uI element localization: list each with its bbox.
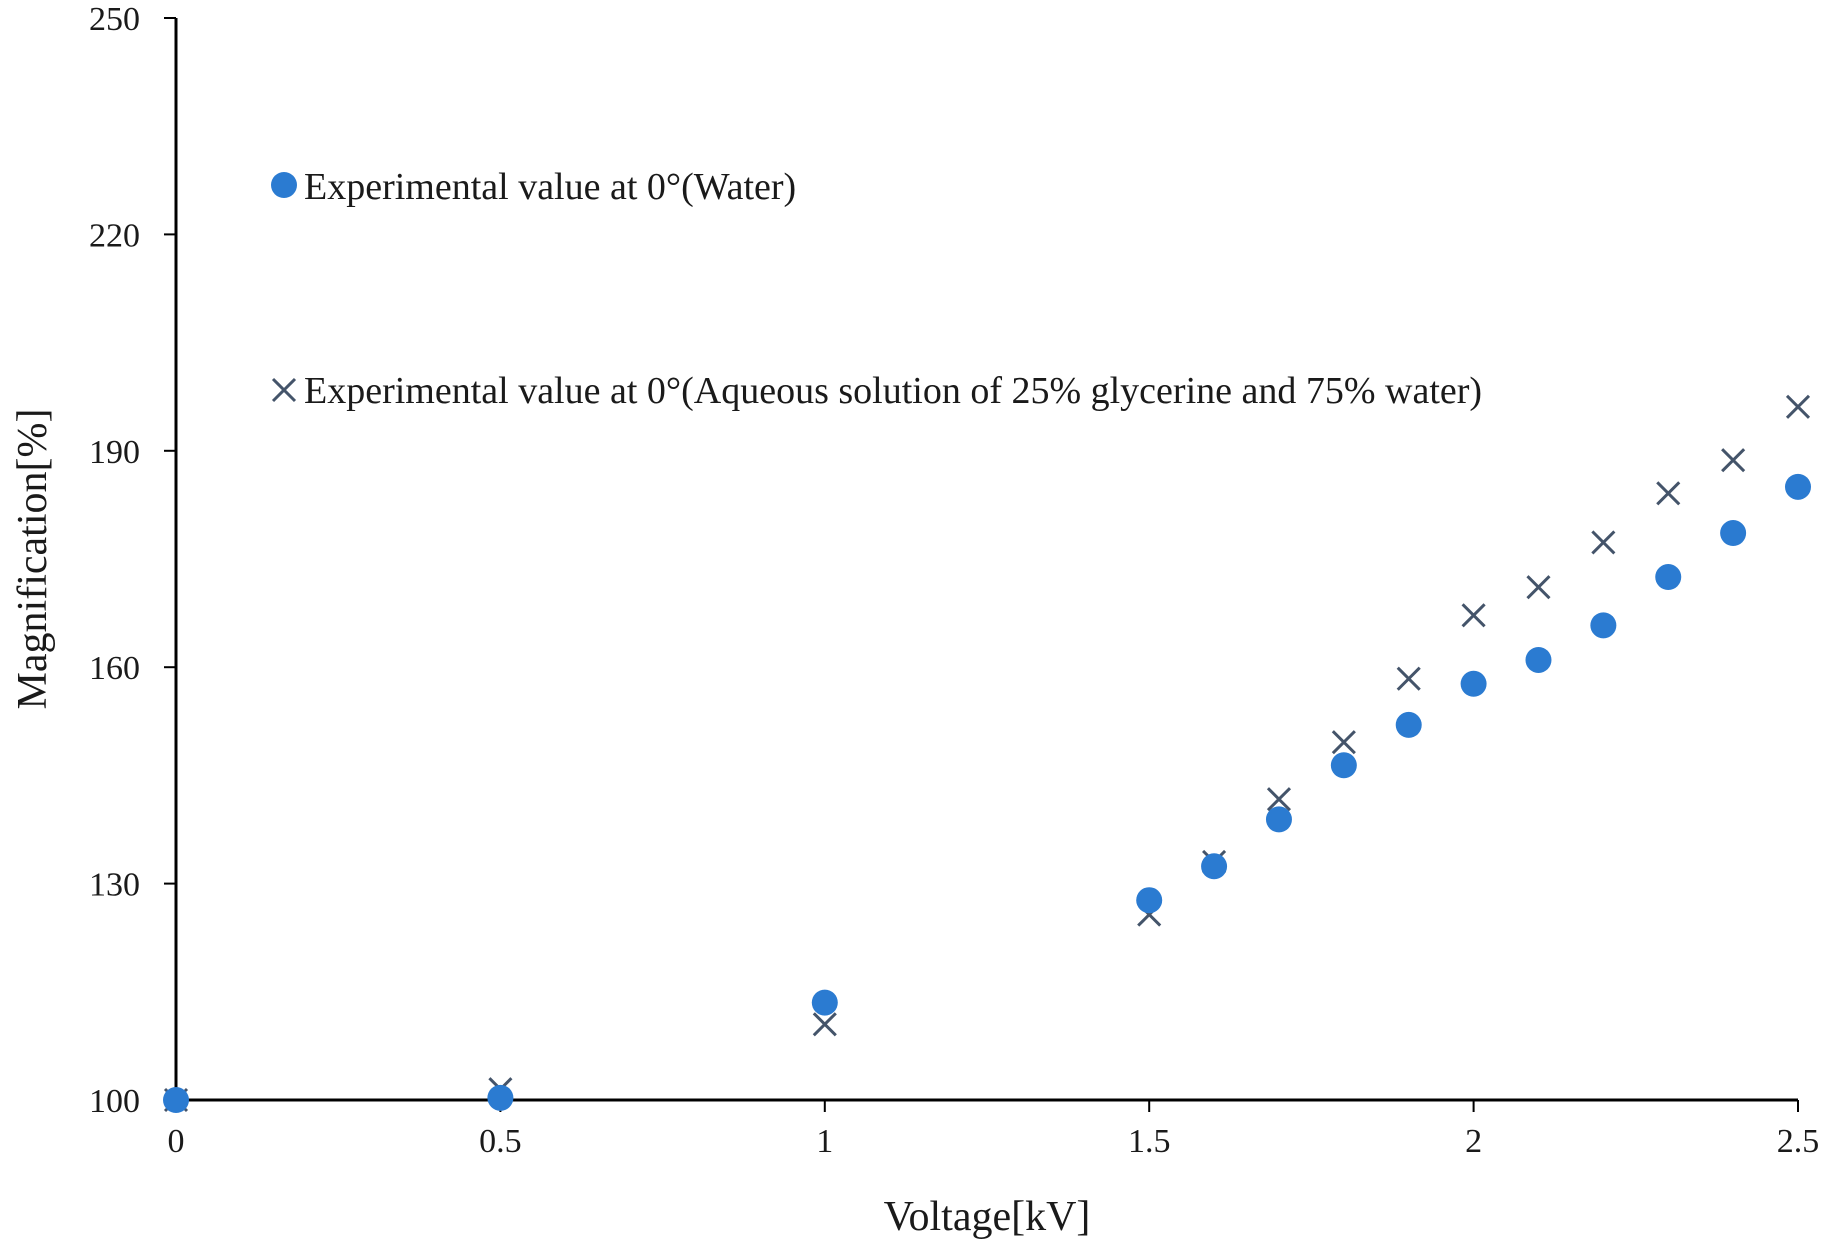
data-points-group: [163, 394, 1811, 1113]
data-point-water: [487, 1084, 514, 1111]
data-point-glycerine: [1396, 666, 1421, 691]
data-point-water: [1136, 887, 1163, 914]
y-tick-label: 220: [89, 217, 140, 254]
x-tick-label: 1: [816, 1123, 833, 1160]
legend-marker-water: [271, 172, 297, 198]
data-point-water: [811, 989, 838, 1016]
legend-label-water: Experimental value at 0°(Water): [304, 166, 796, 208]
data-point-glycerine: [1331, 730, 1356, 755]
legend: Experimental value at 0°(Water) Experime…: [271, 166, 1482, 412]
data-point-glycerine: [1785, 394, 1811, 419]
x-tick-label: 1.5: [1128, 1123, 1171, 1160]
y-axis-title: Magnification[%]: [10, 409, 56, 710]
data-point-glycerine: [1266, 787, 1292, 812]
x-tick-label: 0.5: [479, 1123, 522, 1160]
x-tick-group: 0 0.5 1 1.5 2 2.5: [168, 1100, 1820, 1160]
legend-label-glycerine: Experimental value at 0°(Aqueous solutio…: [304, 370, 1482, 412]
y-tick-label: 160: [89, 650, 140, 687]
data-point-glycerine: [1461, 603, 1486, 628]
x-tick-label: 0: [168, 1123, 185, 1160]
data-point-water: [1785, 473, 1811, 500]
y-tick-label: 190: [89, 434, 140, 471]
data-point-water: [1395, 711, 1422, 738]
data-point-glycerine: [1721, 448, 1746, 473]
y-tick-label: 130: [89, 867, 140, 904]
y-tick-label: 100: [89, 1083, 140, 1120]
data-point-water: [1201, 853, 1228, 880]
data-point-glycerine: [1591, 530, 1616, 555]
data-point-glycerine: [812, 1012, 837, 1037]
data-point-water: [1330, 752, 1357, 779]
data-point-water: [1525, 646, 1552, 673]
x-tick-label: 2.5: [1777, 1123, 1820, 1160]
y-tick-label: 250: [89, 1, 140, 38]
legend-marker-glycerine: [271, 377, 297, 403]
data-point-water: [1590, 612, 1617, 639]
data-point-water: [1265, 806, 1292, 833]
y-tick-group: 100 130 160 190 220 250: [89, 1, 176, 1120]
data-point-water: [1655, 564, 1682, 591]
data-point-water: [1460, 670, 1487, 697]
x-axis-title: Voltage[kV]: [884, 1194, 1091, 1240]
data-point-water: [163, 1087, 189, 1113]
data-point-glycerine: [1526, 575, 1551, 600]
x-tick-label: 2: [1465, 1123, 1482, 1160]
data-point-water: [1720, 520, 1747, 547]
data-point-glycerine: [1656, 481, 1681, 506]
